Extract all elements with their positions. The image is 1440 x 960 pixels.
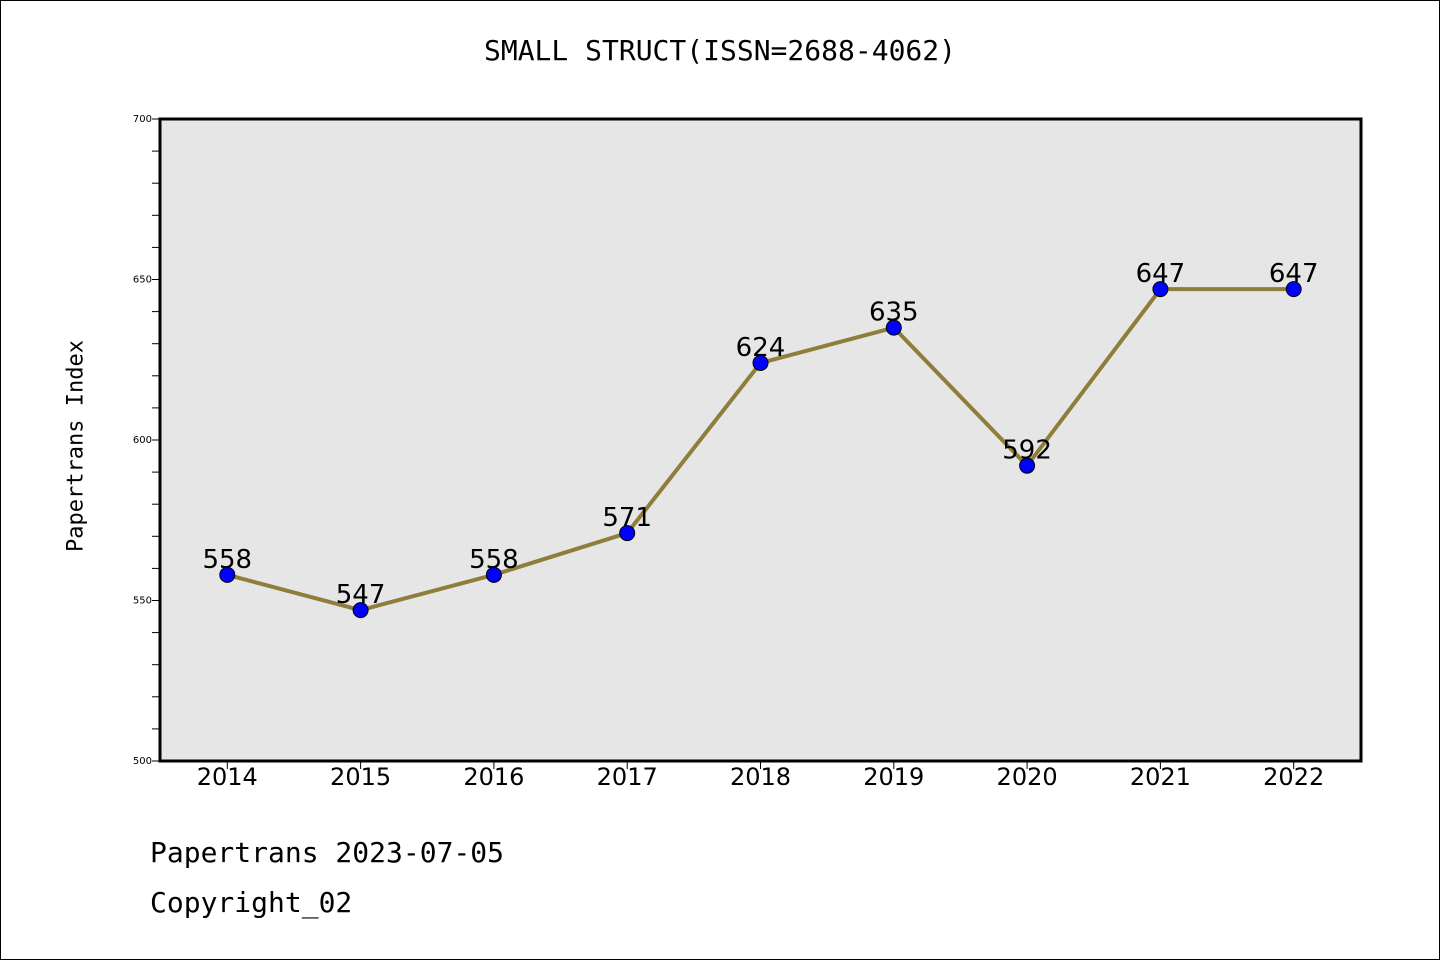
footer-copyright: Copyright_02 bbox=[150, 886, 353, 919]
x-tick-label: 2020 bbox=[997, 763, 1058, 791]
x-tick-label: 2021 bbox=[1130, 763, 1191, 791]
y-axis: 500 550 600 650 700 bbox=[133, 114, 160, 767]
y-tick-label: 600 bbox=[133, 435, 152, 446]
data-point bbox=[752, 354, 769, 371]
data-label: 547 bbox=[336, 580, 386, 610]
data-point bbox=[1019, 457, 1036, 474]
data-label: 624 bbox=[736, 333, 786, 363]
data-point bbox=[1285, 281, 1302, 298]
data-point bbox=[352, 602, 369, 619]
data-label: 635 bbox=[869, 298, 919, 328]
y-tick-label: 550 bbox=[133, 596, 152, 607]
data-label: 558 bbox=[469, 545, 519, 575]
footer-source-date: Papertrans 2023-07-05 bbox=[150, 836, 505, 869]
x-tick-label: 2014 bbox=[197, 763, 258, 791]
x-tick-label: 2017 bbox=[597, 763, 658, 791]
data-point bbox=[1152, 281, 1169, 298]
x-tick-label: 2018 bbox=[730, 763, 791, 791]
series-group: 558 547 558 571 624 635 592 647 647 bbox=[202, 259, 1319, 619]
data-point bbox=[619, 525, 636, 542]
data-label: 647 bbox=[1269, 259, 1319, 289]
chart-title: SMALL STRUCT(ISSN=2688-4062) bbox=[483, 34, 956, 67]
x-tick-label: 2022 bbox=[1263, 763, 1324, 791]
y-tick-label: 700 bbox=[133, 114, 152, 125]
y-tick-label: 650 bbox=[133, 275, 152, 286]
data-label: 571 bbox=[602, 503, 652, 533]
x-tick-label: 2016 bbox=[463, 763, 524, 791]
plot-border bbox=[158, 117, 1363, 763]
y-tick-label: 500 bbox=[133, 756, 152, 767]
plot-area bbox=[160, 119, 1361, 761]
x-tick-label: 2015 bbox=[330, 763, 391, 791]
data-label: 647 bbox=[1136, 259, 1186, 289]
data-label: 592 bbox=[1002, 436, 1052, 466]
x-axis: 2014 2015 2016 2017 2018 2019 2020 2021 2022 bbox=[197, 761, 1324, 791]
data-point bbox=[485, 566, 502, 583]
data-point bbox=[219, 566, 236, 583]
x-tick-label: 2019 bbox=[863, 763, 924, 791]
data-point bbox=[885, 319, 902, 336]
data-label: 558 bbox=[202, 545, 252, 575]
